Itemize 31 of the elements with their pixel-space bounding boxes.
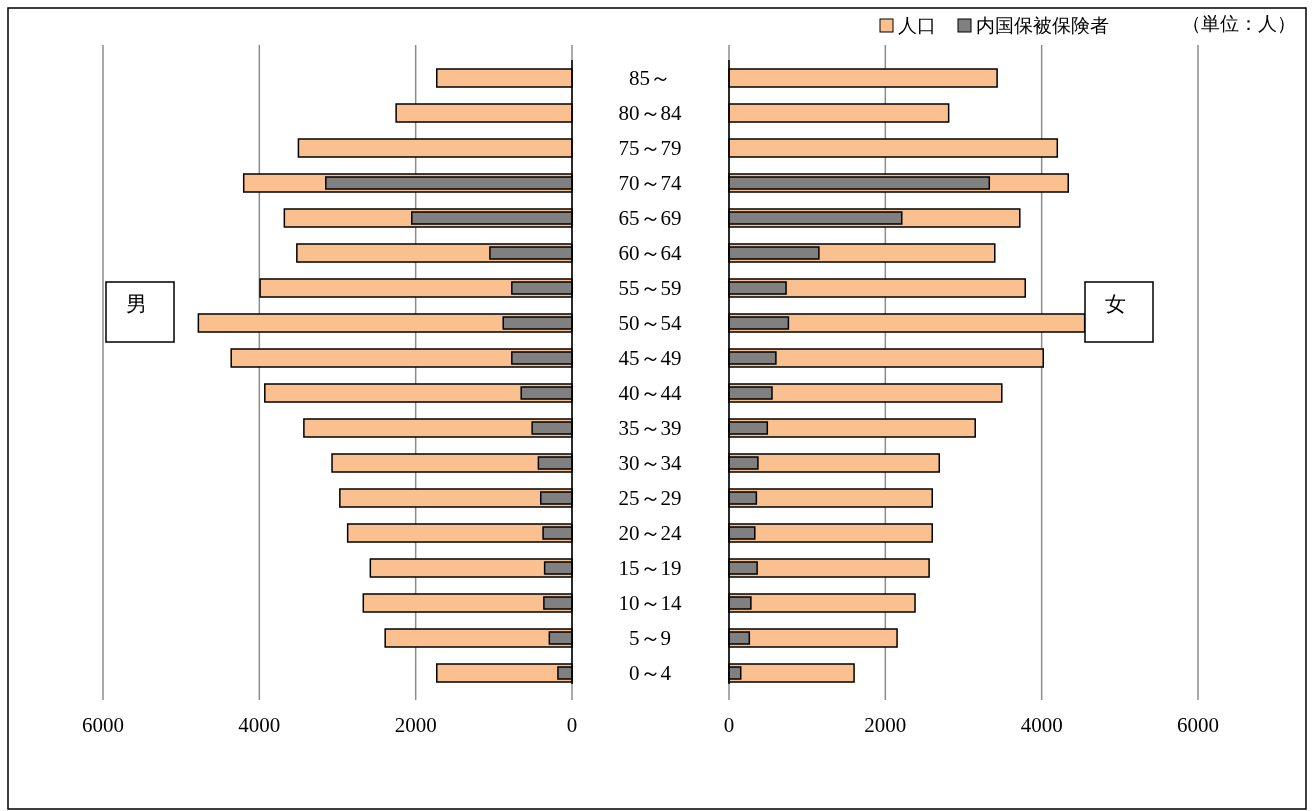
annotation: 男: [125, 292, 147, 316]
y-tick-label: 20～24: [618, 521, 682, 545]
y-tick-label: 70～74: [618, 171, 682, 195]
annotation: 女: [1104, 292, 1126, 316]
x-tick-label: 0: [723, 713, 735, 737]
y-tick-label: 15～19: [618, 556, 682, 580]
y-tick-label: 45～49: [618, 346, 682, 370]
legend-label: 人口: [898, 15, 936, 36]
y-tick-label: 30～34: [618, 451, 682, 475]
y-tick-label: 55～59: [618, 276, 682, 300]
y-tick-label: 50～54: [618, 311, 682, 335]
y-tick-label: 60～64: [618, 241, 682, 265]
y-tick-label: 65～69: [618, 206, 682, 230]
x-tick-label: 4000: [1020, 713, 1063, 737]
x-tick-label: 2000: [864, 713, 907, 737]
y-tick-label: 85～: [629, 66, 671, 90]
x-tick-label: 6000: [82, 713, 124, 737]
y-tick-label: 35～39: [618, 416, 682, 440]
y-tick-label: 25～29: [618, 486, 682, 510]
x-tick-label: 4000: [238, 713, 281, 737]
y-tick-label: 0～4: [629, 661, 672, 685]
y-tick-label: 75～79: [618, 136, 682, 160]
y-tick-label: 80～84: [618, 101, 682, 125]
legend-label: 内国保被保険者: [976, 15, 1109, 36]
y-tick-label: 5～9: [629, 626, 671, 650]
text: （単位：人）: [1182, 13, 1296, 34]
y-tick-label: 10～14: [618, 591, 682, 615]
y-tick-label: 40～44: [618, 381, 682, 405]
x-tick-label: 6000: [1177, 713, 1219, 737]
x-tick-label: 2000: [394, 713, 437, 737]
x-tick-label: 0: [566, 713, 578, 737]
